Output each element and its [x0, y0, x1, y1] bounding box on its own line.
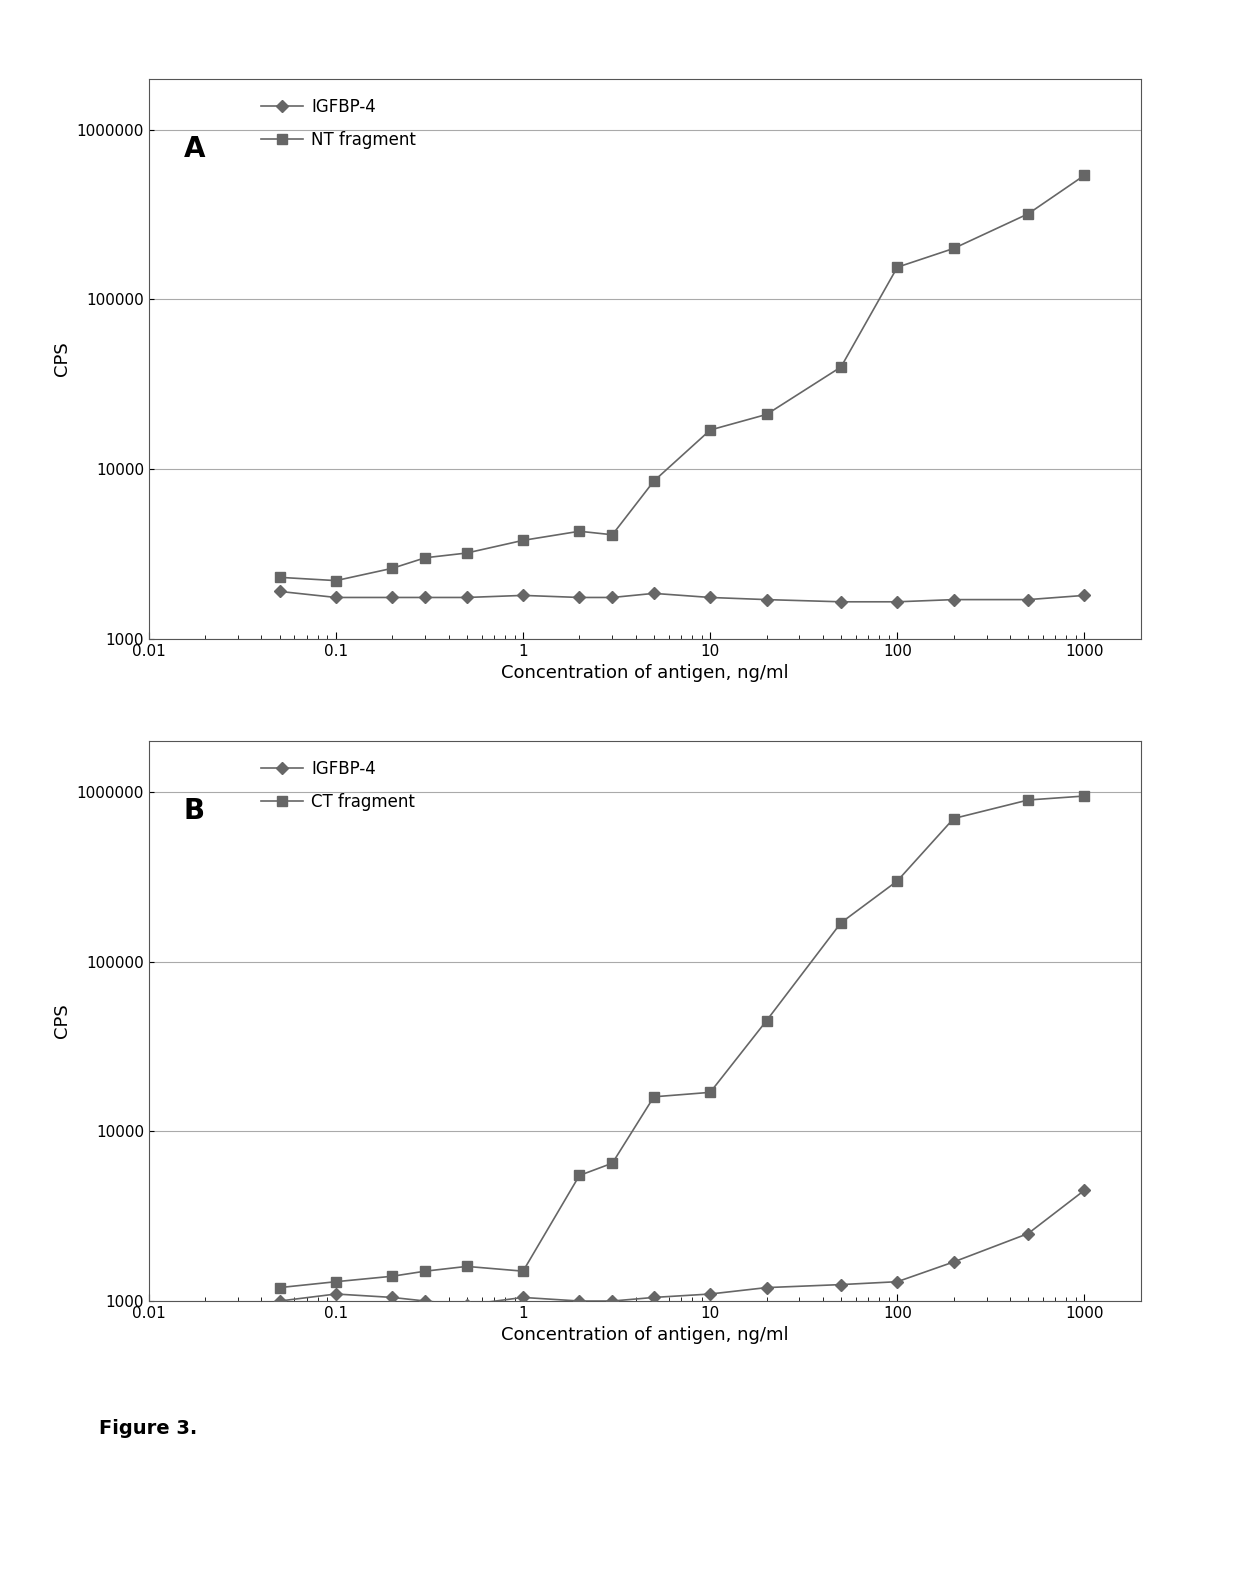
Legend: IGFBP-4, NT fragment: IGFBP-4, NT fragment — [257, 93, 422, 155]
X-axis label: Concentration of antigen, ng/ml: Concentration of antigen, ng/ml — [501, 664, 789, 683]
Text: A: A — [184, 136, 205, 162]
Y-axis label: CPS: CPS — [53, 1003, 71, 1039]
Text: Figure 3.: Figure 3. — [99, 1419, 197, 1438]
X-axis label: Concentration of antigen, ng/ml: Concentration of antigen, ng/ml — [501, 1326, 789, 1345]
Text: B: B — [184, 798, 205, 825]
Y-axis label: CPS: CPS — [53, 341, 71, 377]
Legend: IGFBP-4, CT fragment: IGFBP-4, CT fragment — [257, 755, 420, 817]
